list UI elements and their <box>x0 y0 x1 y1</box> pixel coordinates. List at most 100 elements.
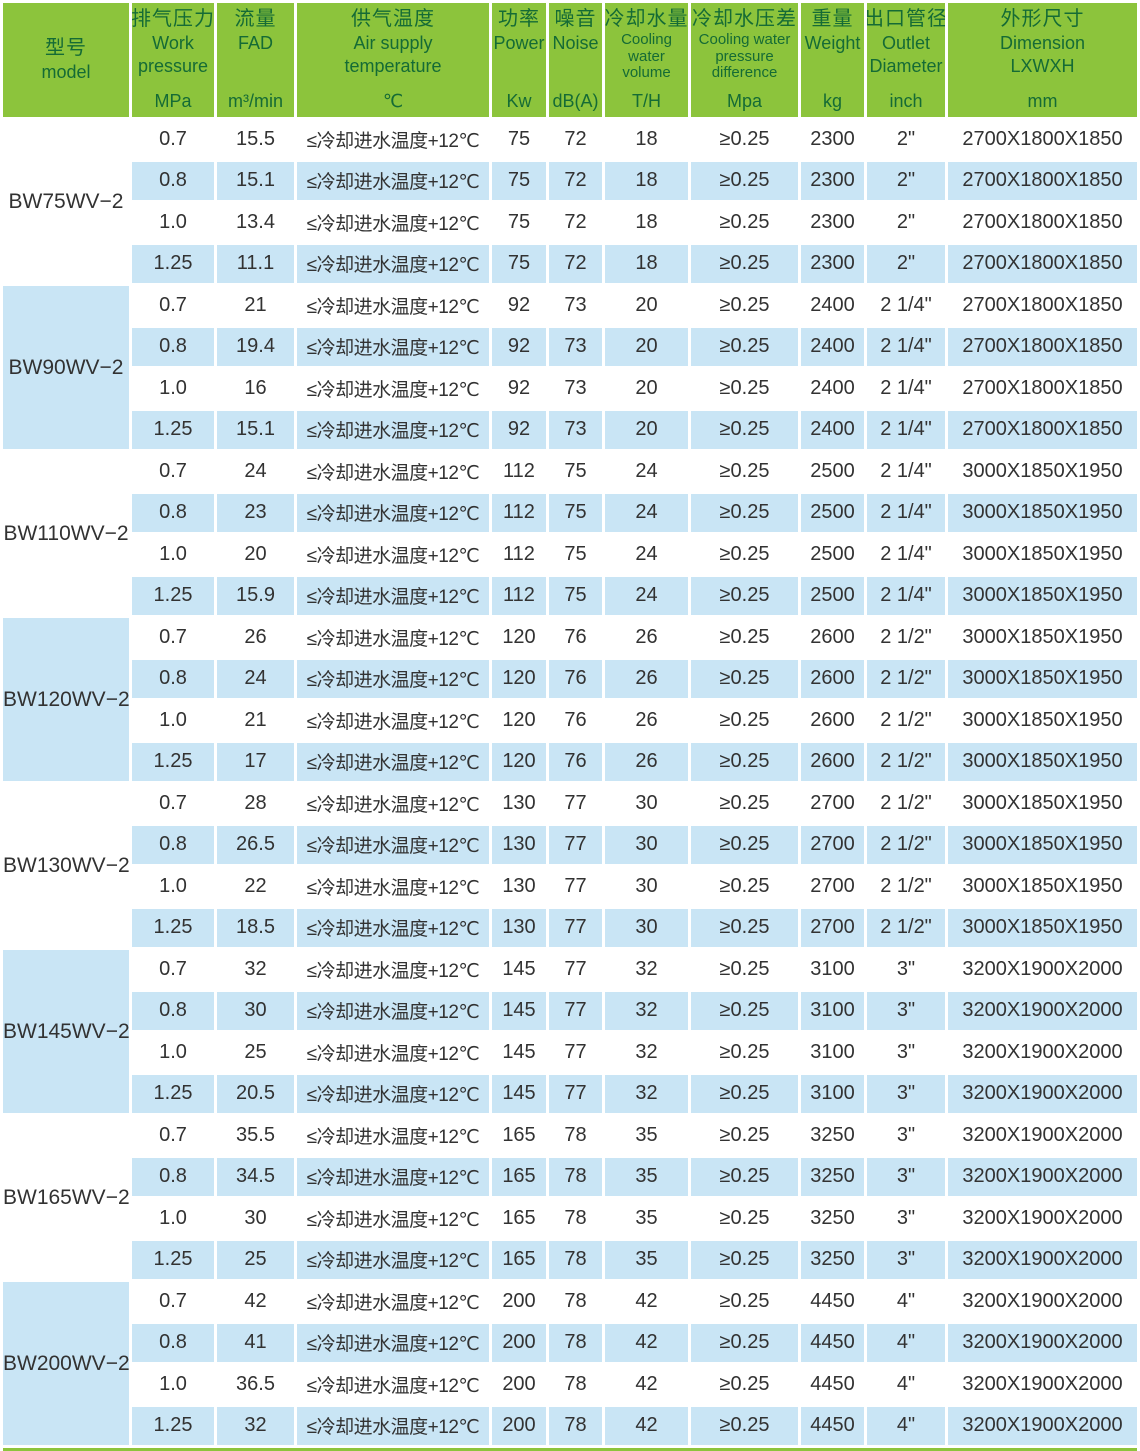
cell-weight: 2700 <box>801 825 864 864</box>
table-row: 1.0 36.5 ≤冷却进水温度+12℃ 200 78 42 ≥0.25 4450 4" 3200… <box>3 1365 1137 1404</box>
cell-work-pressure: 0.7 <box>132 120 214 159</box>
table-row: BW130WV−2 0.7 28 ≤冷却进水温度+12℃ 130 77 30 ≥0.25 270… <box>3 784 1137 947</box>
table-row: BW165WV−2 0.7 35.5 ≤冷却进水温度+12℃ 165 78 35 ≥0.25 3… <box>3 1116 1137 1279</box>
cell-power: 165 <box>492 1157 546 1196</box>
header-subtitle-en: Cooling water pressure difference <box>698 31 791 81</box>
cell-dimension: 3000X1850X1950 <box>948 908 1137 947</box>
cell-outlet-diameter: 2 1/2" <box>867 825 945 864</box>
cell-work-pressure: 0.8 <box>132 991 214 1030</box>
cell-outlet-diameter: 4" <box>867 1365 945 1404</box>
cell-air-supply-temp: ≤冷却进水温度+12℃ <box>297 369 489 408</box>
cell-work-pressure: 0.8 <box>132 493 214 532</box>
table-row: BW110WV−2 0.7 24 ≤冷却进水温度+12℃ 112 75 24 ≥0.25 250… <box>3 452 1137 615</box>
cell-outlet-diameter: 2 1/2" <box>867 867 945 906</box>
cell-weight: 2400 <box>801 286 864 325</box>
cell-weight: 4450 <box>801 1323 864 1362</box>
cell-weight: 2700 <box>801 908 864 947</box>
cell-power: 112 <box>492 535 546 574</box>
cell-noise: 78 <box>549 1365 602 1404</box>
model-cell: BW90WV−2 <box>3 286 129 449</box>
cell-work-pressure: 1.0 <box>132 1199 214 1238</box>
cell-power: 120 <box>492 742 546 781</box>
column-header-noise: 噪音 Noise dB(A) <box>549 3 602 117</box>
cell-noise: 73 <box>549 327 602 366</box>
cell-dimension: 3000X1850X1950 <box>948 867 1137 906</box>
cell-cooling-water-volume: 20 <box>605 286 688 325</box>
cell-dimension: 2700X1800X1850 <box>948 203 1137 242</box>
cell-air-supply-temp: ≤冷却进水温度+12℃ <box>297 203 489 242</box>
cell-air-supply-temp: ≤冷却进水温度+12℃ <box>297 991 489 1030</box>
cell-dimension: 3200X1900X2000 <box>948 1074 1137 1113</box>
cell-cooling-water-volume: 30 <box>605 867 688 906</box>
cell-outlet-diameter: 2 1/4" <box>867 410 945 449</box>
cell-power: 200 <box>492 1365 546 1404</box>
cell-outlet-diameter: 3" <box>867 1074 945 1113</box>
header-unit: inch <box>889 91 923 112</box>
cell-noise: 73 <box>549 410 602 449</box>
cell-noise: 77 <box>549 867 602 906</box>
cell-weight: 2300 <box>801 161 864 200</box>
cell-work-pressure: 1.25 <box>132 410 214 449</box>
cell-work-pressure: 0.7 <box>132 1116 214 1155</box>
cell-cooling-water-volume: 30 <box>605 825 688 864</box>
cell-fad: 26.5 <box>217 825 294 864</box>
cell-noise: 78 <box>549 1116 602 1155</box>
cell-work-pressure: 1.0 <box>132 701 214 740</box>
cell-air-supply-temp: ≤冷却进水温度+12℃ <box>297 120 489 159</box>
cell-work-pressure: 0.8 <box>132 1157 214 1196</box>
cell-noise: 78 <box>549 1282 602 1321</box>
cell-cooling-water-pressure-diff: ≥0.25 <box>691 867 798 906</box>
cell-power: 145 <box>492 950 546 989</box>
header-row: 型号 model 排气压力 Work pressure MPa 流量 FAD m³/min 供气温… <box>3 3 1137 117</box>
cell-dimension: 3200X1900X2000 <box>948 1157 1137 1196</box>
cell-work-pressure: 0.8 <box>132 1323 214 1362</box>
header-subtitle-en: Noise <box>552 33 599 53</box>
cell-air-supply-temp: ≤冷却进水温度+12℃ <box>297 1199 489 1238</box>
cell-power: 130 <box>492 784 546 823</box>
cell-noise: 72 <box>549 203 602 242</box>
cell-dimension: 2700X1800X1850 <box>948 120 1137 159</box>
cell-outlet-diameter: 2" <box>867 244 945 283</box>
cell-outlet-diameter: 2 1/4" <box>867 535 945 574</box>
cell-weight: 4450 <box>801 1406 864 1445</box>
table-row: 1.0 13.4 ≤冷却进水温度+12℃ 75 72 18 ≥0.25 2300 2" 2700X… <box>3 203 1137 242</box>
column-header-model: 型号 model <box>3 3 129 117</box>
cell-outlet-diameter: 2 1/2" <box>867 618 945 657</box>
cell-dimension: 3200X1900X2000 <box>948 1116 1137 1155</box>
cell-weight: 2600 <box>801 742 864 781</box>
cell-dimension: 3200X1900X2000 <box>948 950 1137 989</box>
cell-fad: 15.1 <box>217 410 294 449</box>
cell-outlet-diameter: 4" <box>867 1282 945 1321</box>
table-row: 1.0 30 ≤冷却进水温度+12℃ 165 78 35 ≥0.25 3250 3" 3200X1… <box>3 1199 1137 1238</box>
table-row: 0.8 26.5 ≤冷却进水温度+12℃ 130 77 30 ≥0.25 2700 2 1/2"… <box>3 825 1137 864</box>
cell-fad: 21 <box>217 701 294 740</box>
cell-fad: 24 <box>217 659 294 698</box>
cell-dimension: 3000X1850X1950 <box>948 784 1137 823</box>
cell-dimension: 3000X1850X1950 <box>948 535 1137 574</box>
cell-power: 200 <box>492 1323 546 1362</box>
cell-fad: 23 <box>217 493 294 532</box>
cell-cooling-water-volume: 26 <box>605 701 688 740</box>
cell-cooling-water-volume: 20 <box>605 410 688 449</box>
cell-fad: 30 <box>217 991 294 1030</box>
cell-cooling-water-pressure-diff: ≥0.25 <box>691 120 798 159</box>
cell-outlet-diameter: 4" <box>867 1323 945 1362</box>
header-unit: m³/min <box>228 91 283 112</box>
header-title-zh: 流量 <box>234 8 277 30</box>
cell-outlet-diameter: 3" <box>867 1157 945 1196</box>
cell-noise: 78 <box>549 1157 602 1196</box>
cell-noise: 72 <box>549 120 602 159</box>
cell-outlet-diameter: 2 1/4" <box>867 369 945 408</box>
cell-dimension: 3200X1900X2000 <box>948 991 1137 1030</box>
cell-cooling-water-volume: 42 <box>605 1406 688 1445</box>
cell-air-supply-temp: ≤冷却进水温度+12℃ <box>297 618 489 657</box>
cell-work-pressure: 1.0 <box>132 369 214 408</box>
cell-air-supply-temp: ≤冷却进水温度+12℃ <box>297 1406 489 1445</box>
cell-dimension: 2700X1800X1850 <box>948 286 1137 325</box>
cell-air-supply-temp: ≤冷却进水温度+12℃ <box>297 1240 489 1279</box>
table-row: 0.8 41 ≤冷却进水温度+12℃ 200 78 42 ≥0.25 4450 4" 3200X1… <box>3 1323 1137 1362</box>
cell-noise: 72 <box>549 244 602 283</box>
cell-cooling-water-volume: 18 <box>605 120 688 159</box>
cell-cooling-water-pressure-diff: ≥0.25 <box>691 701 798 740</box>
cell-cooling-water-pressure-diff: ≥0.25 <box>691 908 798 947</box>
